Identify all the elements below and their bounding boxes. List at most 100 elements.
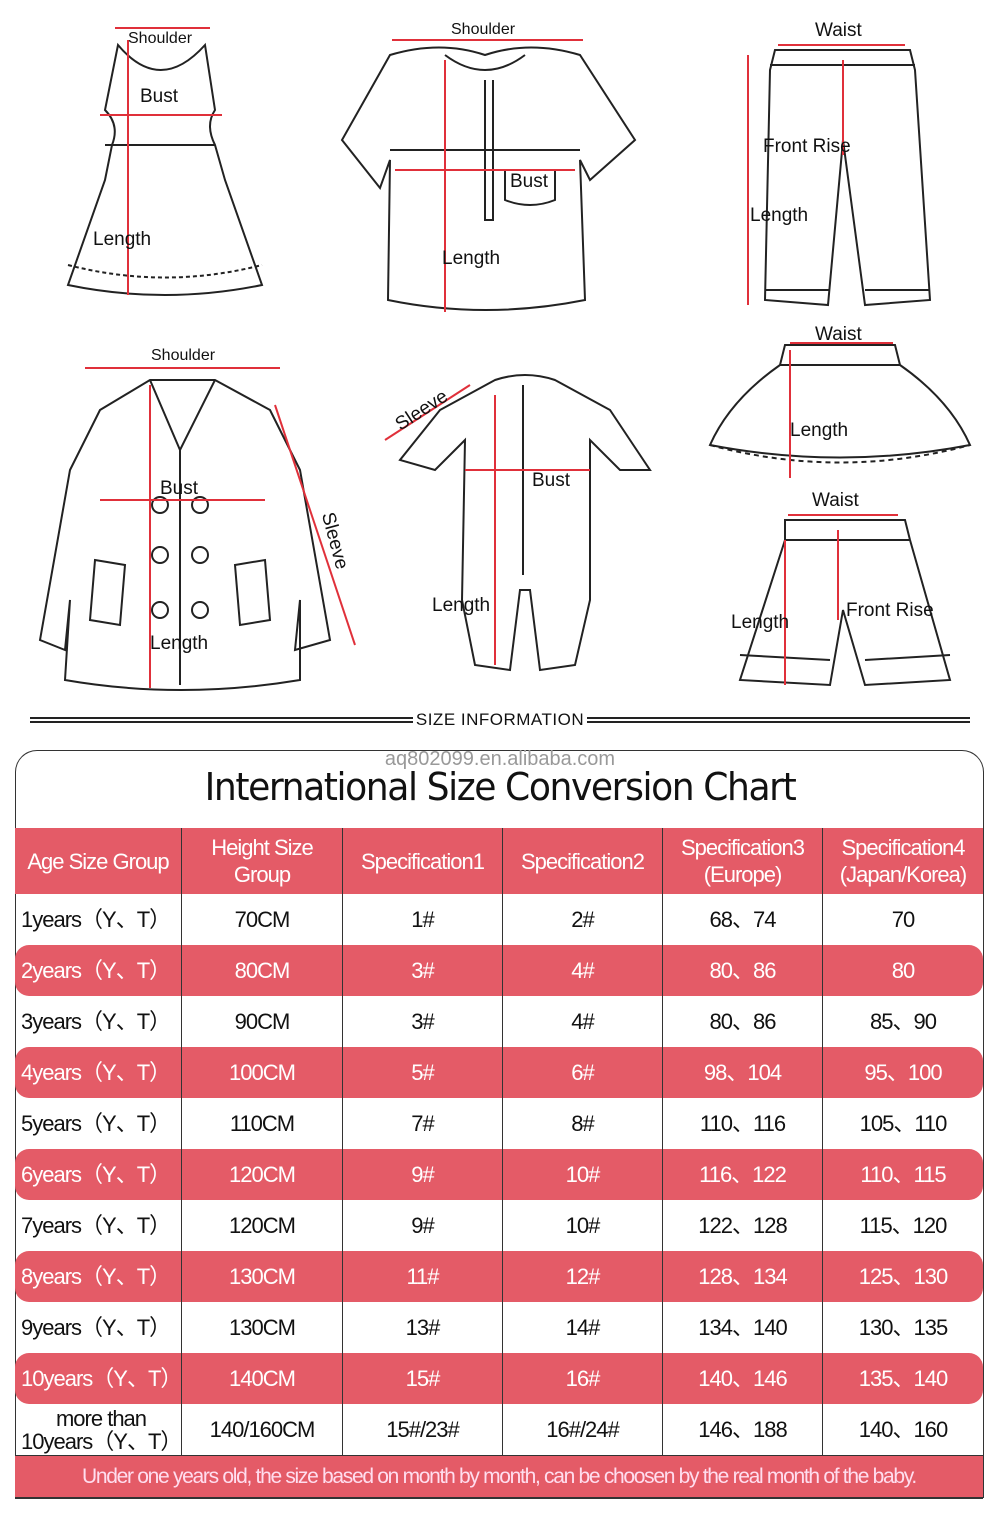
- table-footnote: Under one years old, the size based on m…: [15, 1455, 983, 1499]
- pants-waist-label: Waist: [815, 20, 862, 41]
- coat-bust-label: Bust: [160, 478, 199, 499]
- shirt-shoulder-label: Shoulder: [451, 21, 516, 38]
- shorts-drawing: [738, 514, 952, 687]
- cell-spec4: 85、90: [870, 1009, 937, 1034]
- table-row: 1years（Y、T） 70CM 1# 2# 68、74 70: [15, 894, 983, 945]
- cell-spec2: 8#: [503, 1098, 663, 1149]
- cell-age: 10years（Y、T）: [15, 1353, 182, 1404]
- cell-spec3: 134、140: [663, 1302, 823, 1353]
- cell-age: 7years（Y、T）: [15, 1200, 182, 1251]
- cell-height: 130CM: [182, 1302, 343, 1353]
- table-row: 10years（Y、T） 140CM 15# 16# 140、146 135、140: [15, 1353, 983, 1404]
- dress-shoulder-label: Shoulder: [128, 30, 193, 47]
- shorts-front-rise-label: Front Rise: [846, 600, 934, 621]
- chart-title: International Size Conversion Chart: [204, 765, 797, 809]
- coat-shoulder-label: Shoulder: [151, 347, 216, 364]
- dress-bust-label: Bust: [140, 86, 179, 107]
- cell-spec1: 15#: [343, 1353, 503, 1404]
- cell-spec4: 135、140: [858, 1366, 948, 1391]
- cell-spec2: 4#: [503, 945, 663, 996]
- shirt-bust-label: Bust: [510, 171, 549, 192]
- shorts-waist-label: Waist: [812, 490, 859, 511]
- cell-height: 100CM: [182, 1047, 343, 1098]
- garment-illustrations: Shoulder Bust Length Shoulder Bust Lengt…: [0, 0, 1000, 700]
- cell-spec4: 80: [891, 958, 915, 983]
- cell-spec2: 10#: [503, 1149, 663, 1200]
- cell-spec2: 2#: [503, 894, 663, 945]
- coat-drawing: [38, 367, 356, 691]
- cell-age: 6years（Y、T）: [15, 1149, 182, 1200]
- skirt-length-label: Length: [790, 420, 849, 441]
- cell-spec3: 128、134: [663, 1251, 823, 1302]
- cell-spec3: 80、86: [663, 996, 823, 1047]
- cell-spec3: 116、122: [663, 1149, 823, 1200]
- cell-spec4: 125、130: [858, 1264, 948, 1289]
- cell-age: more than 10years（Y、T）: [15, 1404, 182, 1455]
- cell-spec1: 3#: [343, 945, 503, 996]
- cell-age: 2years（Y、T）: [15, 945, 182, 996]
- shirt-drawing: [340, 39, 637, 312]
- cell-spec3: 80、86: [663, 945, 823, 996]
- section-title: SIZE INFORMATION: [412, 710, 588, 729]
- cell-spec2: 6#: [503, 1047, 663, 1098]
- cell-height: 110CM: [182, 1098, 343, 1149]
- skirt-waist-label: Waist: [815, 324, 862, 345]
- cell-spec2: 12#: [503, 1251, 663, 1302]
- cell-spec3: 110、116: [663, 1098, 823, 1149]
- cell-spec3: 140、146: [663, 1353, 823, 1404]
- cell-height: 140/160CM: [182, 1404, 343, 1455]
- cell-height: 90CM: [182, 996, 343, 1047]
- watermark: aq802099.en.alibaba.com: [384, 748, 616, 770]
- cell-spec2: 16#/24#: [503, 1404, 663, 1455]
- header-spec4: Specification4 (Japan/Korea): [839, 835, 967, 887]
- cell-spec4: 105、110: [859, 1111, 948, 1136]
- dress-length-label: Length: [93, 229, 152, 250]
- cell-spec4: 95、100: [864, 1060, 942, 1085]
- cell-spec3: 122、128: [663, 1200, 823, 1251]
- cell-spec3: 68、74: [663, 894, 823, 945]
- cell-height: 140CM: [182, 1353, 343, 1404]
- table-row: 6years（Y、T） 120CM 9# 10# 116、122 110、115: [15, 1149, 983, 1200]
- cell-spec1: 9#: [343, 1149, 503, 1200]
- cell-spec1: 1#: [343, 894, 503, 945]
- pants-front-rise-label: Front Rise: [763, 136, 851, 157]
- size-chart-panel: [15, 750, 984, 1498]
- cell-spec1: 15#/23#: [343, 1404, 503, 1455]
- table-row: 5years（Y、T） 110CM 7# 8# 110、116 105、110: [15, 1098, 983, 1149]
- cell-spec2: 4#: [503, 996, 663, 1047]
- table-row: more than 10years（Y、T） 140/160CM 15#/23# 16…: [15, 1404, 983, 1455]
- romper-drawing: [384, 374, 652, 672]
- romper-bust-label: Bust: [532, 470, 571, 491]
- shirt-length-label: Length: [442, 248, 501, 269]
- cell-age: 3years（Y、T）: [15, 996, 182, 1047]
- dress-drawing: [66, 27, 264, 296]
- table-header: Age Size Group Height Size Group Specifi…: [15, 828, 983, 894]
- size-conversion-table: Age Size Group Height Size Group Specifi…: [15, 828, 983, 1499]
- cell-age: 9years（Y、T）: [15, 1302, 182, 1353]
- pants-drawing: [747, 44, 932, 307]
- table-row: 9years（Y、T） 130CM 13# 14# 134、140 130、135: [15, 1302, 983, 1353]
- shorts-length-label: Length: [731, 612, 790, 633]
- section-divider: SIZE INFORMATION: [30, 710, 970, 729]
- cell-height: 120CM: [182, 1200, 343, 1251]
- cell-spec4: 140、160: [858, 1417, 948, 1442]
- cell-age: 8years（Y、T）: [15, 1251, 182, 1302]
- header-spec2: Specification2: [503, 828, 663, 894]
- cell-spec1: 7#: [343, 1098, 503, 1149]
- cell-spec1: 3#: [343, 996, 503, 1047]
- cell-spec4: 115、120: [859, 1213, 948, 1238]
- table-row: 3years（Y、T） 90CM 3# 4# 80、86 85、90: [15, 996, 983, 1047]
- header-spec1: Specification1: [343, 828, 503, 894]
- cell-spec4: 110、115: [860, 1162, 946, 1187]
- cell-spec1: 9#: [343, 1200, 503, 1251]
- cell-spec1: 13#: [343, 1302, 503, 1353]
- cell-height: 130CM: [182, 1251, 343, 1302]
- cell-height: 70CM: [182, 894, 343, 945]
- table-row: 4years（Y、T） 100CM 5# 6# 98、104 95、100: [15, 1047, 983, 1098]
- table-row: 7years（Y、T） 120CM 9# 10# 122、128 115、120: [15, 1200, 983, 1251]
- cell-age: 4years（Y、T）: [15, 1047, 182, 1098]
- cell-height: 120CM: [182, 1149, 343, 1200]
- cell-spec3: 146、188: [663, 1404, 823, 1455]
- romper-length-label: Length: [432, 595, 491, 616]
- cell-spec3: 98、104: [663, 1047, 823, 1098]
